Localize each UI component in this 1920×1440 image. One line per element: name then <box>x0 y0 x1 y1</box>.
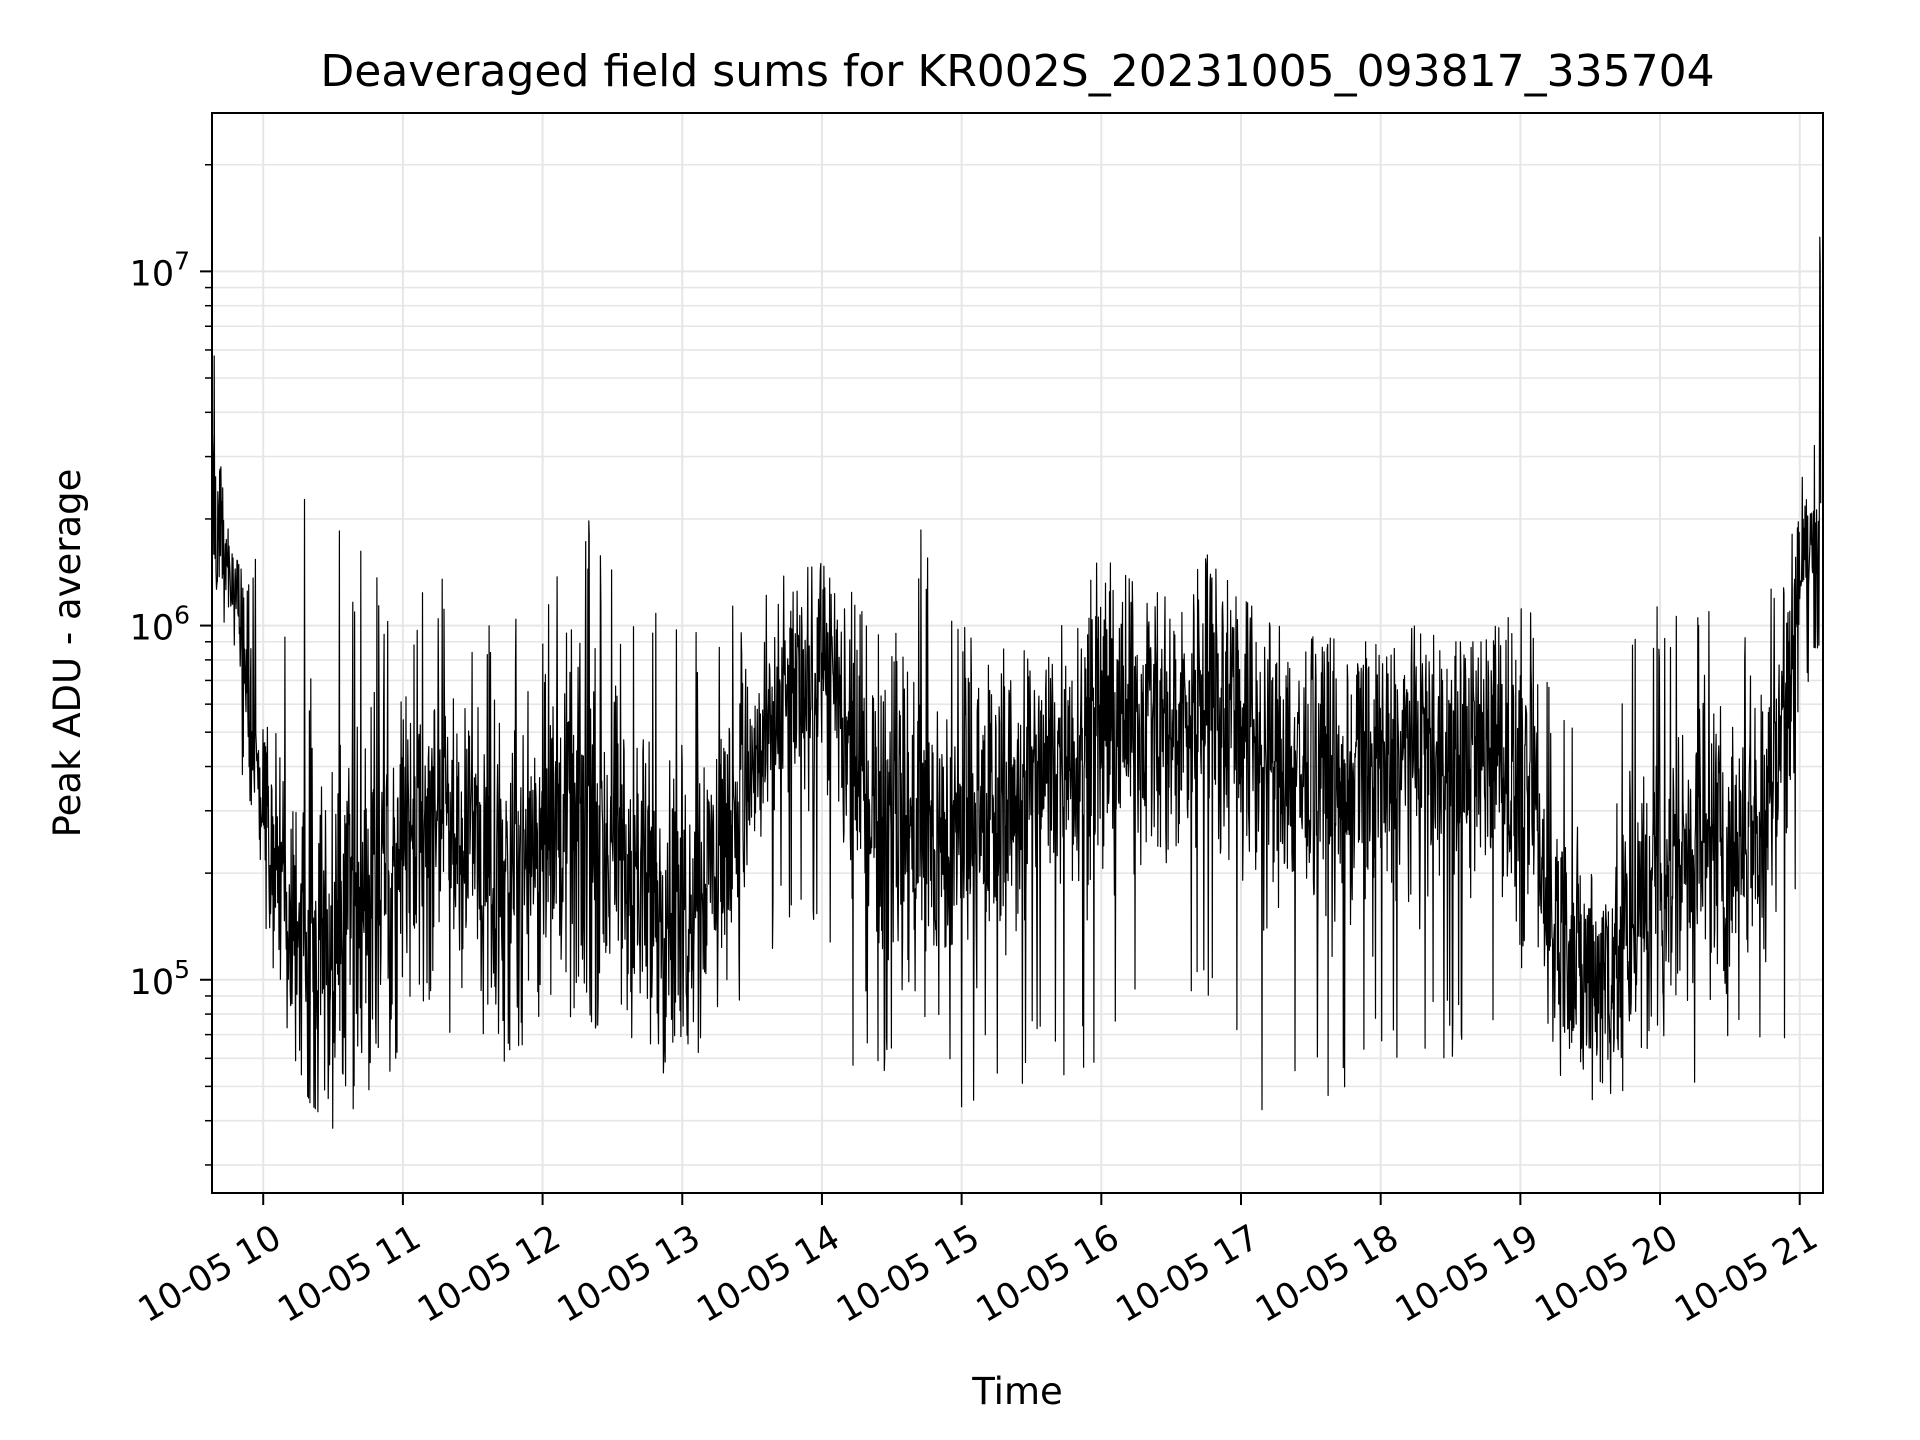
x-tick-label: 10-05 19 <box>1389 1218 1545 1331</box>
x-tick-label: 10-05 10 <box>132 1218 288 1331</box>
x-tick-label: 10-05 21 <box>1668 1218 1824 1331</box>
y-tick-base: 10 <box>130 963 175 1003</box>
y-tick-label: 107 <box>130 246 190 294</box>
x-tick-label: 10-05 20 <box>1529 1218 1685 1331</box>
y-axis-label: Peak ADU - average <box>46 469 89 838</box>
y-tick-exponent: 5 <box>174 955 190 984</box>
x-tick-label: 10-05 17 <box>1110 1218 1266 1331</box>
y-tick-base: 10 <box>130 254 175 294</box>
y-tick-label: 106 <box>130 601 190 649</box>
x-tick-label: 10-05 14 <box>691 1218 847 1331</box>
x-tick-label: 10-05 15 <box>830 1218 986 1331</box>
y-tick-exponent: 7 <box>174 246 190 275</box>
x-tick-label: 10-05 16 <box>970 1218 1126 1331</box>
x-axis-label: Time <box>971 1370 1063 1413</box>
y-tick-label: 105 <box>130 955 190 1003</box>
y-tick-base: 10 <box>130 609 175 649</box>
x-tick-label: 10-05 13 <box>551 1218 707 1331</box>
x-tick-label: 10-05 12 <box>411 1218 567 1331</box>
x-tick-label: 10-05 11 <box>272 1218 428 1331</box>
chart-title: Deaveraged field sums for KR002S_2023100… <box>320 46 1714 97</box>
data-layer <box>211 236 1822 1129</box>
plot-frame <box>211 112 1824 1194</box>
y-tick-exponent: 6 <box>174 601 190 630</box>
series-line <box>211 236 1822 1129</box>
grid <box>212 113 1823 1193</box>
x-tick-label: 10-05 18 <box>1249 1218 1405 1331</box>
